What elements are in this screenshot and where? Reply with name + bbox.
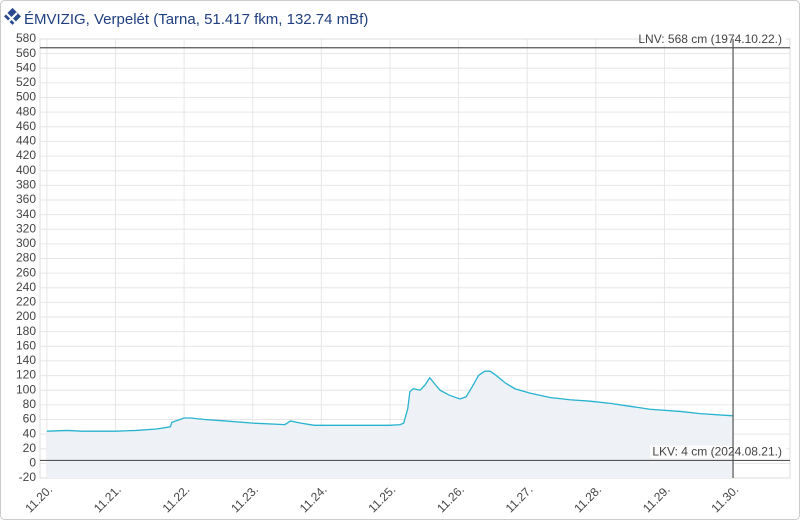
y-tick-label: 500 xyxy=(16,90,36,104)
y-tick-label: 300 xyxy=(16,236,36,250)
y-tick-label: 360 xyxy=(16,192,36,206)
y-tick-label: 460 xyxy=(16,119,36,133)
y-tick-label: 180 xyxy=(16,324,36,338)
chart-title: ÉMVIZIG, Verpelét (Tarna, 51.417 fkm, 13… xyxy=(24,11,368,28)
y-tick-label: 220 xyxy=(16,295,36,309)
y-tick-label: 60 xyxy=(23,412,37,426)
y-tick-label: 580 xyxy=(16,31,36,45)
y-tick-label: 560 xyxy=(16,46,36,60)
y-tick-label: 240 xyxy=(16,280,36,294)
y-tick-label: 80 xyxy=(23,397,37,411)
y-tick-label: 40 xyxy=(23,426,37,440)
y-tick-label: 420 xyxy=(16,148,36,162)
area xyxy=(46,371,734,478)
reference-label-bg xyxy=(650,445,786,459)
y-tick-label: 260 xyxy=(16,265,36,279)
y-tick-label: 200 xyxy=(16,309,36,323)
y-tick-label: 520 xyxy=(16,75,36,89)
y-tick-label: 340 xyxy=(16,207,36,221)
y-tick-label: 120 xyxy=(16,368,36,382)
y-tick-label: 140 xyxy=(16,353,36,367)
reference-label: LKV: 4 cm (2024.08.21.) xyxy=(652,445,782,459)
reference-label: LNV: 568 cm (1974.10.22.) xyxy=(638,32,782,46)
line xyxy=(46,370,734,432)
y-tick-label: 400 xyxy=(16,163,36,177)
y-tick-label: -20 xyxy=(19,470,37,484)
y-tick-label: 20 xyxy=(23,441,37,455)
y-tick-label: 320 xyxy=(16,221,36,235)
y-tick-label: 0 xyxy=(29,456,36,470)
y-tick-label: 100 xyxy=(16,382,36,396)
reference-label-bg xyxy=(650,32,786,46)
y-tick-label: 280 xyxy=(16,251,36,265)
y-tick-label: 380 xyxy=(16,178,36,192)
y-tick-label: 540 xyxy=(16,60,36,74)
y-tick-label: 480 xyxy=(16,104,36,118)
y-tick-label: 440 xyxy=(16,134,36,148)
y-tick-label: 160 xyxy=(16,338,36,352)
